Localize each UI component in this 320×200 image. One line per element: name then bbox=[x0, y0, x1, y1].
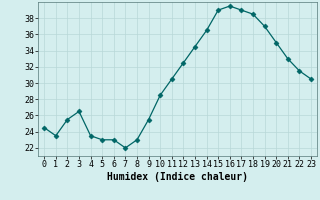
X-axis label: Humidex (Indice chaleur): Humidex (Indice chaleur) bbox=[107, 172, 248, 182]
